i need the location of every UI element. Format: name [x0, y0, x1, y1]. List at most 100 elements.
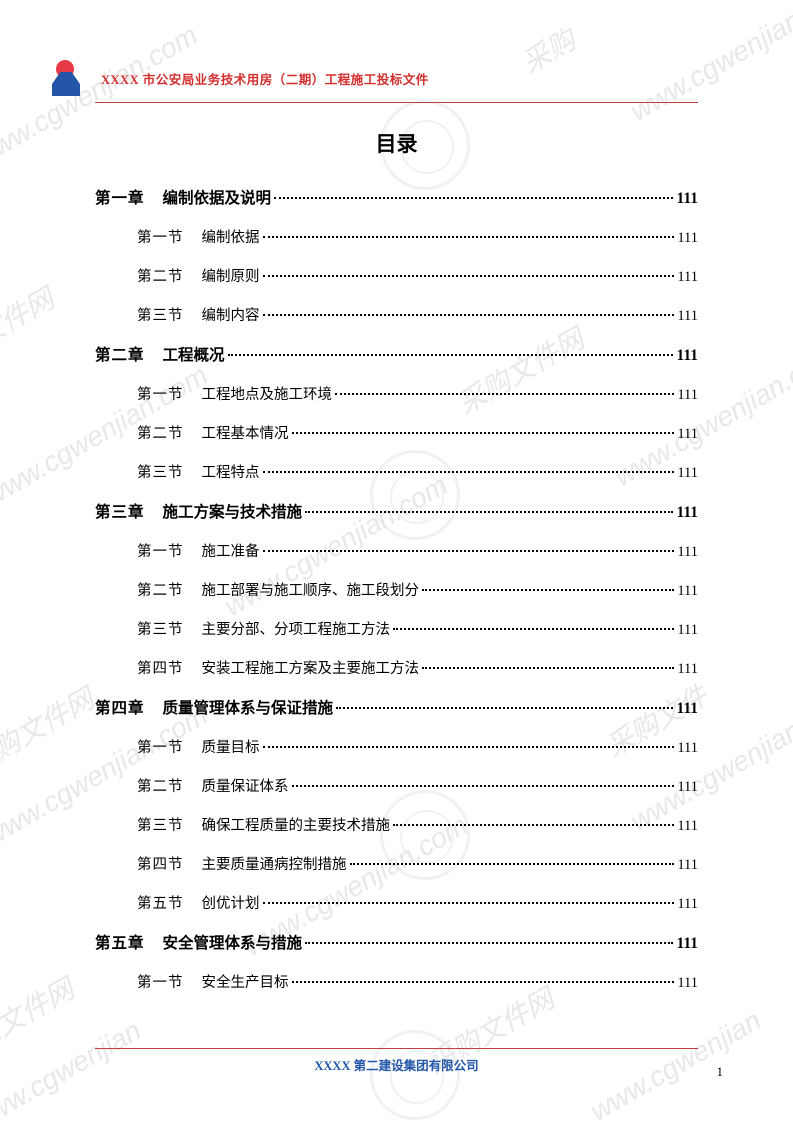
- toc-dots: [263, 902, 675, 904]
- toc-title: 目录: [95, 128, 698, 158]
- toc-entry: 第一节编制依据 111: [95, 226, 698, 247]
- toc-entry-label: 第一节: [137, 540, 184, 561]
- toc-entry: 第三节编制内容 111: [95, 304, 698, 325]
- toc-entry-page: 111: [676, 190, 698, 208]
- toc-container: 第一章编制依据及说明111第一节编制依据111第二节编制原则111第三节编制内容…: [95, 186, 698, 992]
- toc-entry-label: 第五章: [95, 931, 145, 953]
- toc-entry-page: 111: [677, 661, 698, 678]
- toc-dots: [335, 393, 674, 395]
- toc-entry-label: 第四节: [137, 853, 184, 874]
- toc-entry-text: 主要质量通病控制措施: [202, 853, 347, 874]
- toc-entry-text: 工程基本情况: [202, 422, 289, 443]
- toc-entry: 第三章施工方案与技术措施 111: [95, 500, 698, 522]
- toc-entry: 第五章安全管理体系与措施 111: [95, 931, 698, 953]
- toc-entry-page: 111: [677, 740, 698, 757]
- toc-entry-label: 第一节: [137, 736, 184, 757]
- toc-entry-text: 施工方案与技术措施: [163, 500, 303, 522]
- toc-entry-text: 工程概况: [163, 343, 225, 365]
- toc-entry-label: 第二节: [137, 579, 184, 600]
- toc-entry-page: 111: [676, 700, 698, 718]
- toc-entry-text: 工程地点及施工环境: [202, 383, 333, 404]
- toc-entry-label: 第三节: [137, 814, 184, 835]
- toc-entry: 第四章质量管理体系与保证措施 111: [95, 696, 698, 718]
- toc-dots: [228, 354, 674, 356]
- toc-entry-page: 111: [677, 975, 698, 992]
- toc-dots: [263, 236, 675, 238]
- toc-entry-page: 111: [677, 426, 698, 443]
- toc-entry-text: 安全管理体系与措施: [163, 931, 303, 953]
- toc-entry-page: 111: [677, 857, 698, 874]
- toc-entry-page: 111: [677, 387, 698, 404]
- toc-entry: 第五节创优计划 111: [95, 892, 698, 913]
- toc-entry: 第二章工程概况 111: [95, 343, 698, 365]
- header-title: XXXX 市公安局业务技术用房（二期）工程施工投标文件: [101, 69, 429, 88]
- toc-entry-label: 第五节: [137, 892, 184, 913]
- toc-entry-text: 编制内容: [202, 304, 260, 325]
- toc-entry-text: 安装工程施工方案及主要施工方法: [202, 657, 420, 678]
- toc-dots: [263, 471, 675, 473]
- toc-entry-page: 111: [677, 465, 698, 482]
- toc-entry-label: 第三节: [137, 618, 184, 639]
- toc-entry-label: 第二节: [137, 422, 184, 443]
- toc-entry-text: 工程特点: [202, 461, 260, 482]
- toc-entry-label: 第三节: [137, 304, 184, 325]
- toc-dots: [292, 981, 675, 983]
- toc-dots: [292, 785, 675, 787]
- toc-entry-page: 111: [677, 544, 698, 561]
- toc-entry: 第一节安全生产目标111: [95, 971, 698, 992]
- toc-entry-page: 111: [676, 504, 698, 522]
- toc-dots: [263, 746, 675, 748]
- toc-entry-page: 111: [677, 779, 698, 796]
- toc-dots: [422, 589, 674, 591]
- toc-entry: 第三节确保工程质量的主要技术措施111: [95, 814, 698, 835]
- toc-dots: [422, 667, 674, 669]
- toc-entry-text: 施工准备: [202, 540, 260, 561]
- toc-entry: 第一节质量目标 111: [95, 736, 698, 757]
- toc-entry: 第一章编制依据及说明111: [95, 186, 698, 208]
- toc-entry-text: 质量管理体系与保证措施: [163, 696, 334, 718]
- toc-entry: 第三节工程特点111: [95, 461, 698, 482]
- toc-entry-text: 编制依据及说明: [163, 186, 272, 208]
- toc-dots: [263, 275, 675, 277]
- toc-entry-page: 111: [677, 583, 698, 600]
- toc-entry-label: 第一节: [137, 226, 184, 247]
- toc-entry-page: 111: [676, 347, 698, 365]
- toc-entry-page: 111: [677, 818, 698, 835]
- page-footer: XXXX 第二建设集团有限公司: [95, 1048, 698, 1074]
- toc-entry: 第四节主要质量通病控制措施 111: [95, 853, 698, 874]
- toc-dots: [393, 824, 674, 826]
- toc-entry-label: 第四节: [137, 657, 184, 678]
- toc-entry-text: 主要分部、分项工程施工方法: [202, 618, 391, 639]
- toc-dots: [274, 197, 673, 199]
- toc-entry-text: 质量目标: [202, 736, 260, 757]
- toc-entry-page: 111: [676, 935, 698, 953]
- toc-entry-label: 第二节: [137, 265, 184, 286]
- toc-entry-page: 111: [677, 269, 698, 286]
- toc-entry-page: 111: [677, 230, 698, 247]
- toc-entry-page: 111: [677, 622, 698, 639]
- toc-entry-text: 编制依据: [202, 226, 260, 247]
- toc-entry: 第一节施工准备 111: [95, 540, 698, 561]
- toc-entry-label: 第一节: [137, 383, 184, 404]
- company-logo-icon: [50, 60, 86, 96]
- toc-entry-page: 111: [677, 308, 698, 325]
- toc-dots: [305, 511, 673, 513]
- toc-entry: 第二节施工部署与施工顺序、施工段划分111: [95, 579, 698, 600]
- toc-entry-label: 第二节: [137, 775, 184, 796]
- toc-dots: [336, 707, 673, 709]
- toc-entry-label: 第四章: [95, 696, 145, 718]
- toc-entry-page: 111: [677, 896, 698, 913]
- toc-entry: 第二节工程基本情况 111: [95, 422, 698, 443]
- footer-text: XXXX 第二建设集团有限公司: [314, 1055, 478, 1074]
- toc-dots: [292, 432, 675, 434]
- toc-dots: [305, 942, 673, 944]
- toc-entry: 第二节编制原则 111: [95, 265, 698, 286]
- toc-entry-label: 第一节: [137, 971, 184, 992]
- toc-entry-label: 第三章: [95, 500, 145, 522]
- toc-entry-text: 编制原则: [202, 265, 260, 286]
- toc-entry-text: 创优计划: [202, 892, 260, 913]
- toc-entry-text: 质量保证体系: [202, 775, 289, 796]
- toc-dots: [263, 314, 675, 316]
- page-number: 1: [717, 1064, 724, 1080]
- toc-entry-label: 第二章: [95, 343, 145, 365]
